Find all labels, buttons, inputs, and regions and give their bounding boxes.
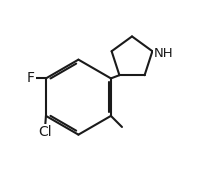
Text: F: F [27,71,35,85]
Text: NH: NH [154,46,173,60]
Text: Cl: Cl [38,125,52,139]
